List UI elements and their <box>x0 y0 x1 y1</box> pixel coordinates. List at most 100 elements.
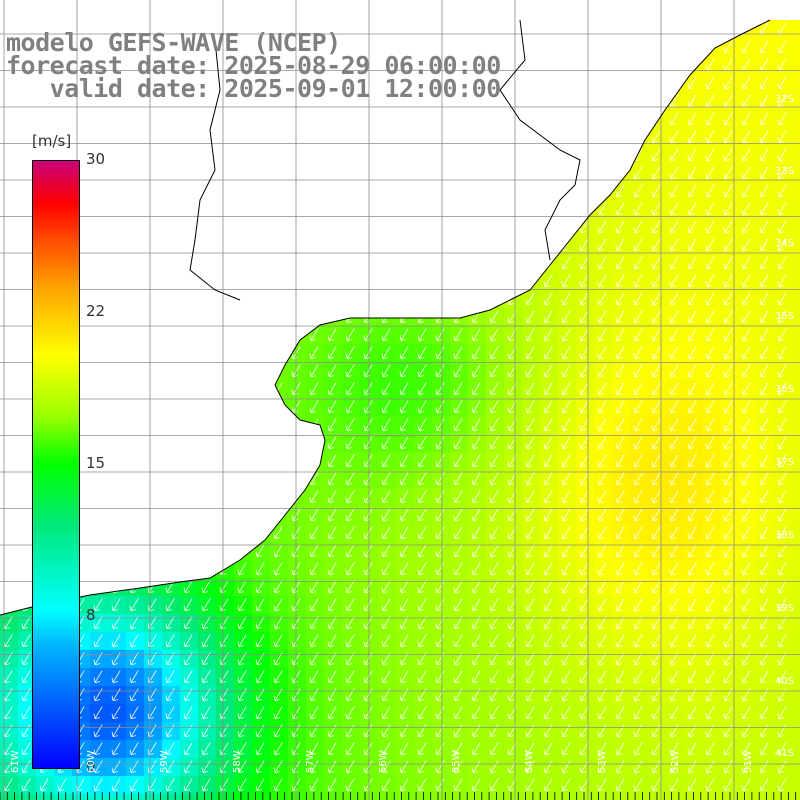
wind-arrow <box>543 436 553 449</box>
wind-cell <box>558 740 577 759</box>
wind-cell <box>774 38 793 57</box>
wind-arrow <box>21 706 31 719</box>
wind-arrow <box>291 778 301 791</box>
wind-arrow <box>687 706 697 719</box>
wind-cell <box>594 290 613 309</box>
wind-arrow <box>705 202 715 215</box>
wind-arrow <box>273 598 283 611</box>
wind-cell <box>162 776 181 795</box>
wind-arrow <box>381 544 391 557</box>
wind-arrow <box>471 400 481 413</box>
wind-arrow <box>111 742 121 755</box>
wind-cell <box>0 686 19 705</box>
wind-cell <box>414 578 433 597</box>
wind-cell <box>684 596 703 615</box>
wind-cell <box>738 488 757 507</box>
wind-cell <box>306 596 325 615</box>
wind-arrow <box>633 490 643 503</box>
wind-cell <box>702 758 721 777</box>
wind-arrow <box>759 724 769 737</box>
lon-label: 57W <box>305 750 316 773</box>
wind-arrow <box>705 112 715 125</box>
wind-arrow <box>453 580 463 593</box>
wind-arrow <box>309 724 319 737</box>
wind-cell <box>594 722 613 741</box>
wind-cell <box>342 704 361 723</box>
wind-arrow <box>651 256 661 269</box>
wind-arrow <box>111 706 121 719</box>
wind-arrow <box>651 292 661 305</box>
wind-cell <box>756 200 775 219</box>
wind-arrow <box>669 112 679 125</box>
wind-arrow <box>597 598 607 611</box>
wind-cell <box>558 380 577 399</box>
wind-cell <box>324 758 343 777</box>
wind-cell <box>432 344 451 363</box>
wind-cell <box>126 650 145 669</box>
wind-arrow <box>741 724 751 737</box>
wind-cell <box>774 146 793 165</box>
wind-cell <box>324 524 343 543</box>
wind-arrow <box>687 490 697 503</box>
wind-cell <box>792 596 800 615</box>
wind-cell <box>216 578 235 597</box>
wind-arrow <box>579 760 589 773</box>
wind-arrow <box>669 706 679 719</box>
wind-arrow <box>417 472 427 485</box>
wind-cell <box>342 398 361 417</box>
wind-arrow <box>525 364 535 377</box>
wind-arrow <box>669 400 679 413</box>
wind-cell <box>720 740 739 759</box>
wind-cell <box>450 560 469 579</box>
wind-arrow <box>561 670 571 683</box>
wind-cell <box>666 632 685 651</box>
wind-cell <box>720 344 739 363</box>
wind-arrow <box>327 508 337 521</box>
wind-cell <box>666 704 685 723</box>
wind-arrow <box>129 598 139 611</box>
wind-arrow <box>399 562 409 575</box>
wind-cell <box>324 614 343 633</box>
wind-arrow <box>705 346 715 359</box>
wind-cell <box>792 92 800 111</box>
wind-cell <box>522 794 541 800</box>
wind-cell <box>720 614 739 633</box>
wind-arrow <box>543 562 553 575</box>
wind-cell <box>774 578 793 597</box>
wind-cell <box>792 236 800 255</box>
wind-cell <box>414 344 433 363</box>
wind-cell <box>702 794 721 800</box>
wind-cell <box>540 794 559 800</box>
wind-cell <box>648 146 667 165</box>
coastline <box>0 19 771 616</box>
wind-arrow <box>759 670 769 683</box>
wind-arrow <box>453 526 463 539</box>
wind-cell <box>684 650 703 669</box>
wind-arrow <box>525 382 535 395</box>
wind-arrow <box>759 148 769 161</box>
wind-arrow <box>597 364 607 377</box>
wind-cell <box>468 596 487 615</box>
wind-arrow <box>381 436 391 449</box>
wind-cell <box>648 740 667 759</box>
wind-arrow <box>525 598 535 611</box>
wind-cell <box>630 254 649 273</box>
wind-arrow <box>183 724 193 737</box>
wind-cell <box>432 452 451 471</box>
wind-arrow <box>633 256 643 269</box>
wind-arrow <box>669 454 679 467</box>
wind-arrow <box>597 706 607 719</box>
wind-arrow <box>435 724 445 737</box>
wind-arrow <box>237 670 247 683</box>
wind-cell <box>540 398 559 417</box>
wind-arrow <box>687 598 697 611</box>
wind-arrow <box>615 202 625 215</box>
wind-cell <box>468 614 487 633</box>
wind-arrow <box>723 220 733 233</box>
wind-cell <box>774 182 793 201</box>
wind-cell <box>504 704 523 723</box>
wind-arrow <box>417 670 427 683</box>
colorbar-tick: 0 <box>86 758 96 776</box>
wind-cell <box>18 776 37 795</box>
wind-arrow <box>273 616 283 629</box>
